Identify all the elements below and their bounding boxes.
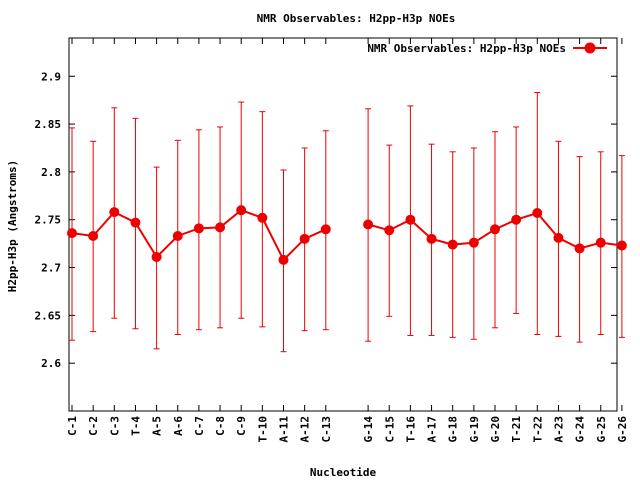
data-point	[88, 230, 99, 241]
data-point	[468, 237, 479, 248]
data-point	[109, 207, 120, 218]
x-tick-label: C-15	[383, 416, 396, 443]
x-axis-label: Nucleotide	[310, 466, 377, 479]
x-tick-label: A-12	[299, 416, 312, 443]
x-tick-label: C-9	[235, 416, 248, 436]
y-tick-label: 2.75	[35, 214, 62, 227]
x-tick-label: T-22	[531, 416, 544, 443]
data-point	[426, 233, 437, 244]
data-point	[130, 217, 141, 228]
data-point	[490, 224, 500, 235]
x-tick-label: C-13	[320, 416, 333, 443]
data-point	[67, 228, 77, 239]
x-tick-label: A-11	[278, 416, 291, 443]
x-tick-label: T-4	[129, 416, 142, 436]
x-tick-label: G-18	[447, 416, 460, 443]
x-tick-label: C-7	[193, 416, 206, 436]
x-tick-label: G-25	[595, 416, 608, 443]
x-tick-label: G-26	[616, 416, 629, 443]
x-tick-label: C-2	[87, 416, 100, 436]
data-point	[532, 208, 543, 219]
x-tick-label: G-19	[468, 416, 481, 443]
data-point	[447, 239, 458, 250]
x-tick-label: C-3	[108, 416, 121, 436]
x-tick-label: A-23	[552, 416, 565, 443]
data-point	[151, 252, 162, 263]
x-tick-label: T-16	[404, 416, 417, 443]
y-tick-label: 2.65	[35, 309, 62, 322]
data-point	[595, 237, 606, 248]
y-axis: 2.6 2.65 2.7 2.75 2.8 2.85 2.9	[35, 70, 617, 370]
plot-frame	[68, 37, 618, 412]
data-point	[363, 219, 374, 230]
data-point	[616, 240, 627, 251]
series-group	[67, 92, 627, 353]
data-point	[574, 243, 585, 254]
y-tick-label: 2.7	[41, 262, 61, 275]
x-tick-label: G-24	[574, 416, 587, 443]
legend-entry-label: NMR Observables: H2pp-H3p NOEs	[367, 42, 566, 55]
data-point	[553, 232, 564, 243]
y-axis-label: H2pp-H3p (Angstroms)	[6, 160, 19, 292]
y-tick-label: 2.9	[41, 70, 61, 83]
x-tick-label: G-20	[489, 416, 502, 443]
data-point	[193, 223, 204, 234]
legend: NMR Observables: H2pp-H3p NOEs	[367, 42, 607, 55]
data-point	[257, 212, 268, 223]
legend-marker	[584, 42, 596, 54]
data-point	[172, 230, 183, 241]
data-point	[215, 222, 226, 233]
data-point	[299, 233, 310, 244]
data-point	[384, 225, 395, 236]
x-tick-label: A-5	[151, 416, 164, 436]
data-point	[405, 214, 416, 225]
x-tick-label: T-10	[256, 416, 269, 443]
data-point	[511, 214, 522, 225]
chart-title: NMR Observables: H2pp-H3p NOEs	[257, 12, 456, 25]
y-tick-label: 2.85	[35, 118, 62, 131]
x-tick-label: A-17	[426, 416, 439, 443]
x-tick-label: T-21	[510, 416, 523, 443]
x-tick-label: C-8	[214, 416, 227, 436]
x-tick-label: A-6	[172, 416, 185, 436]
data-point	[320, 224, 331, 235]
data-point	[236, 205, 247, 216]
x-tick-label: G-14	[362, 416, 375, 443]
data-point	[278, 254, 289, 265]
y-tick-label: 2.8	[41, 166, 61, 179]
x-axis: C-1 C-2 C-3 T-4 A-5 A-6 C-7 C-8 C-9 T-10 A-11 A-12 C…	[66, 38, 629, 443]
y-tick-label: 2.6	[41, 357, 61, 370]
x-tick-label: C-1	[66, 416, 79, 436]
